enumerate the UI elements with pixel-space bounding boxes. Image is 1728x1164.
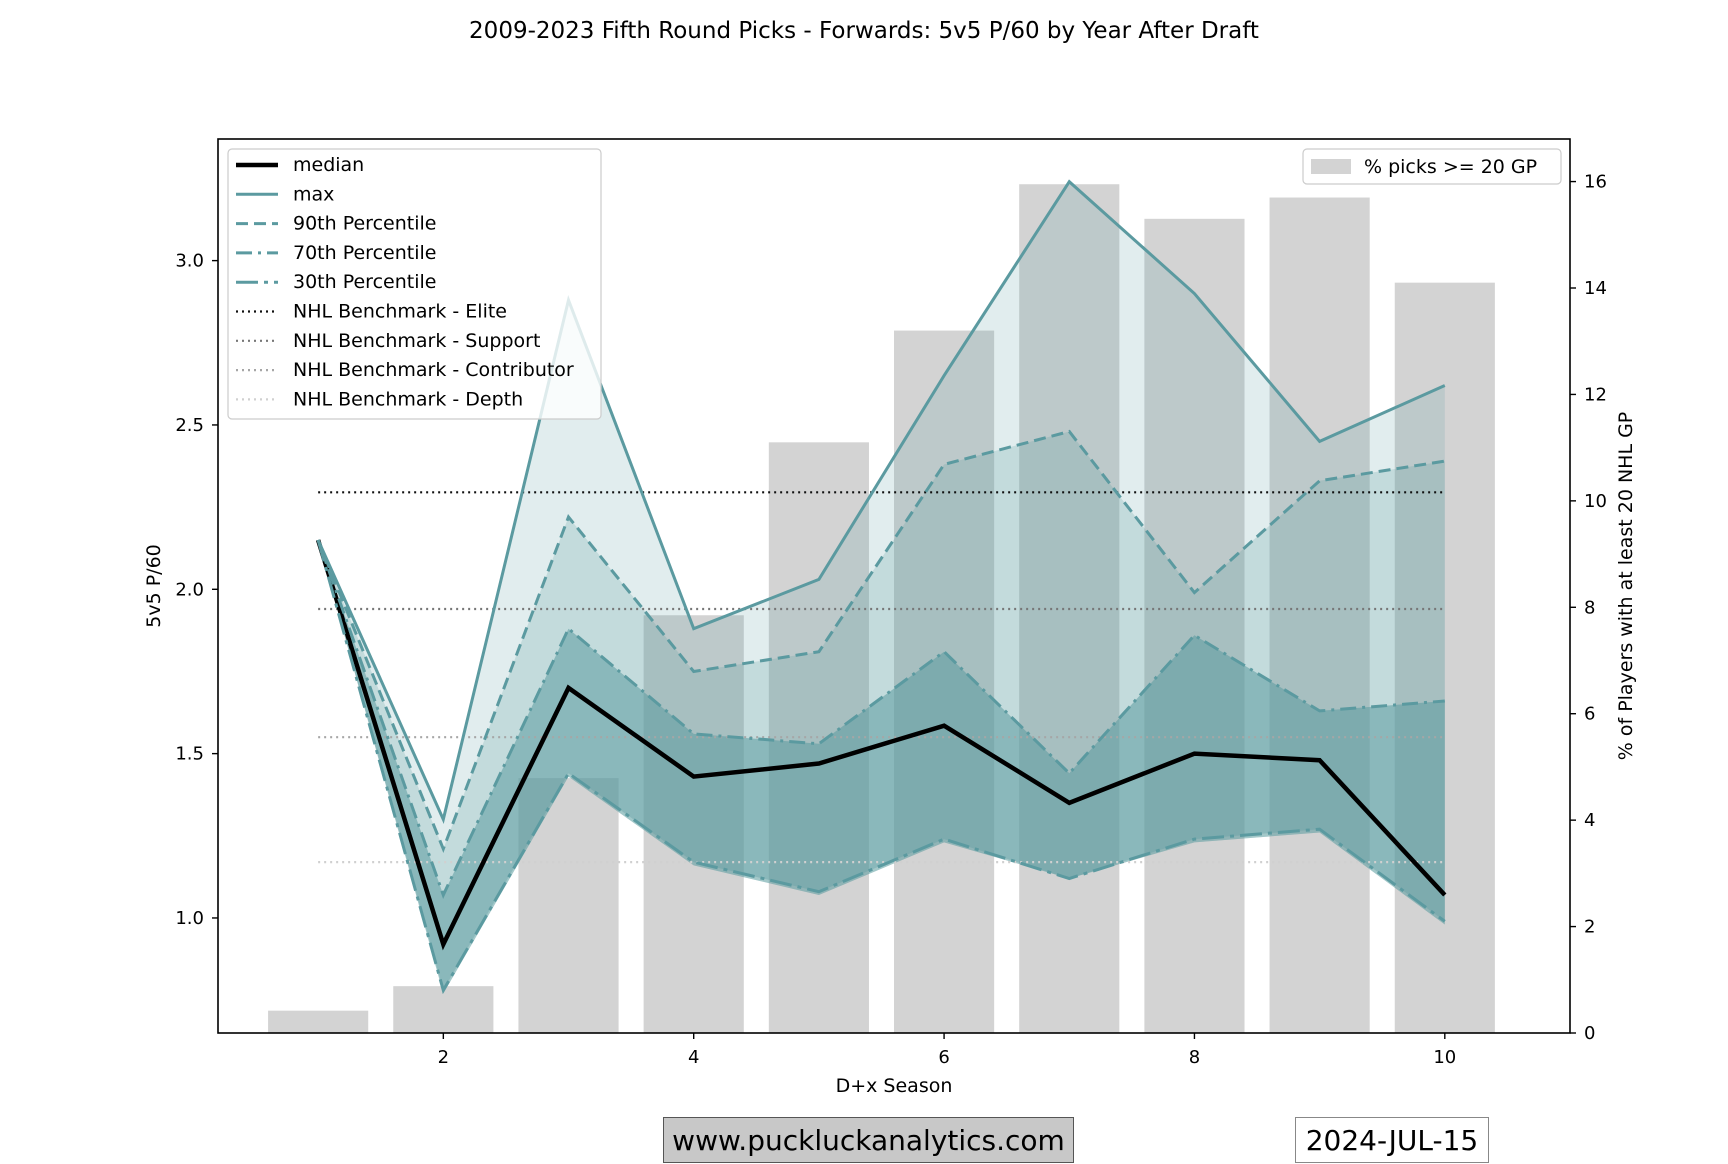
website-label: www.puckluckanalytics.com [663,1117,1074,1163]
legend-label: NHL Benchmark - Support [293,330,540,352]
x-tick-label: 2 [438,1047,449,1068]
legend-label: 70th Percentile [293,242,436,264]
series-line-0 [315,539,1447,951]
y-tick-label: 2.5 [175,415,204,436]
y-tick-label: 3.0 [175,251,204,272]
y2-tick-label: 2 [1584,917,1595,938]
bar-4 [643,615,744,1033]
y2-tick-label: 10 [1584,491,1607,512]
legend-label-bars: % picks >= 20 GP [1364,156,1537,178]
y-tick-label: 1.5 [175,744,204,765]
bar-2 [393,986,494,1033]
y2-tick-label: 12 [1584,384,1607,405]
date-label: 2024-JUL-15 [1295,1117,1489,1163]
legend-label: NHL Benchmark - Depth [293,388,523,410]
series-line-3 [316,539,1445,899]
legend-label: NHL Benchmark - Contributor [293,359,574,381]
axes-layer: 2 4 6 8 10 1.0 1.5 2.0 2.5 3.0 0 2 4 6 8 10 12 14 16 D+x Se… [143,138,1637,1097]
y-tick-label: 1.0 [175,908,204,929]
legend-label: 90th Percentile [293,213,436,235]
y2-tick-label: 14 [1584,278,1607,299]
x-tick-label: 6 [938,1047,949,1068]
y2-tick-label: 6 [1584,704,1595,725]
bar-8 [1144,218,1245,1034]
y2-axis-label: % of Players with at least 20 NHL GP [1615,412,1637,761]
y2-tick-label: 16 [1584,172,1607,193]
lines-layer [315,179,1447,995]
band-70-min [318,540,1445,994]
plot-frame [217,138,1571,1034]
legend-label: median [293,154,364,176]
y2-tick-label: 8 [1584,597,1595,618]
chart-title: 2009-2023 Fifth Round Picks - Forwards: … [469,18,1259,44]
band-70-30 [318,540,1445,991]
bar-3 [518,778,619,1033]
y-tick-label: 2.0 [175,579,204,600]
x-tick-label: 8 [1189,1047,1200,1068]
series-line-4 [316,539,1446,995]
legend-swatch-bars [1311,159,1351,174]
bar-9 [1269,197,1370,1034]
y2-tick-label: 4 [1584,810,1595,831]
band-90-min [318,431,1445,994]
x-tick-label: 10 [1433,1047,1456,1068]
legend-box-right [1302,148,1562,185]
y-axis-label: 5v5 P/60 [143,544,165,628]
bar-10 [1394,282,1495,1033]
y2-tick-label: 0 [1584,1023,1595,1044]
series-line-1 [316,179,1446,825]
legend-layer: median max 90th Percentile 70th Percentile 3… [227,148,1562,420]
legend-label: 30th Percentile [293,271,436,293]
legend-label: NHL Benchmark - Elite [293,301,507,323]
benchmarks-layer [318,491,1445,864]
bar-1 [268,1010,369,1033]
bar-6 [894,330,995,1034]
bars-layer [268,184,1495,1034]
legend-box-left [227,148,602,420]
x-tick-label: 4 [688,1047,699,1068]
series-line-2 [316,429,1446,854]
legend-label: max [293,183,334,205]
x-axis-label: D+x Season [836,1075,953,1097]
